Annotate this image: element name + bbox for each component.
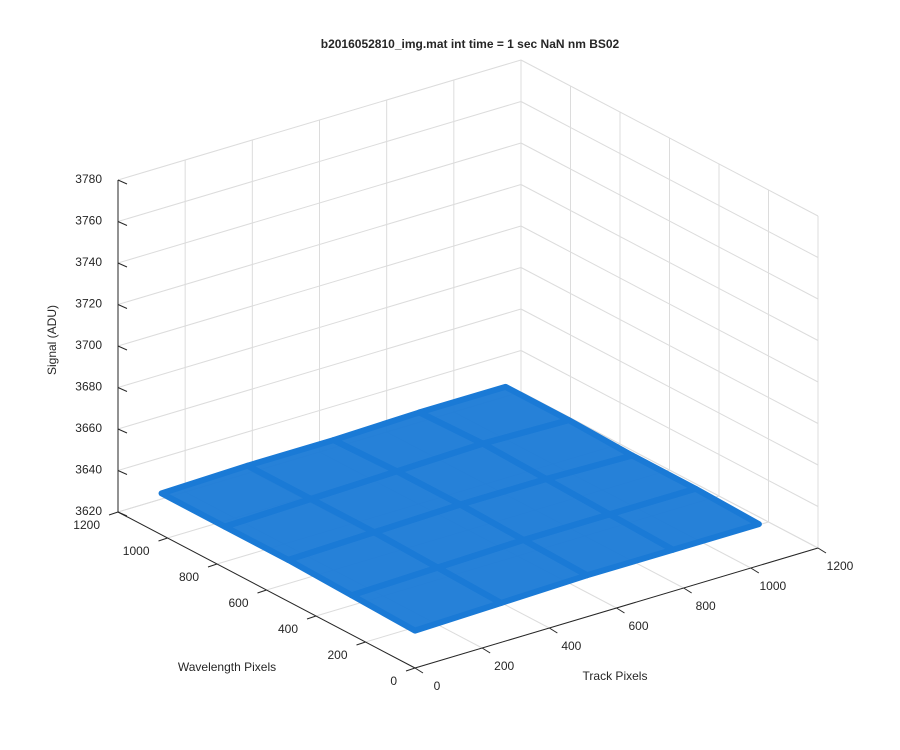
z-tick-label: 3760 (75, 214, 102, 228)
x-tick (616, 607, 625, 614)
z-tick (117, 428, 128, 434)
x-tick-label: 800 (696, 599, 716, 613)
z-tick (117, 511, 128, 517)
y-tick (108, 511, 119, 516)
x-tick-label: 600 (628, 619, 648, 633)
z-tick-label: 3620 (75, 504, 102, 518)
z-tick (117, 387, 128, 392)
y-tick-label: 600 (228, 596, 248, 610)
z-tick (117, 345, 128, 351)
z-tick (117, 262, 128, 268)
x-tick (549, 627, 558, 634)
z-tick-label: 3720 (75, 297, 102, 311)
x-tick (481, 647, 491, 654)
z-tick (117, 304, 128, 309)
z-tick-label: 3640 (75, 463, 102, 477)
y-tick-label: 1200 (73, 518, 100, 532)
y-tick (306, 615, 317, 620)
y-axis-label: Wavelength Pixels (178, 660, 276, 674)
x-axis-label: Track Pixels (583, 669, 648, 683)
z-axis-label: Signal (ADU) (45, 305, 59, 375)
z-tick (117, 179, 128, 185)
x-tick-label: 1000 (759, 579, 786, 593)
surface-patch (348, 564, 504, 634)
y-tick-label: 0 (390, 674, 397, 688)
x-tick-label: 400 (561, 639, 581, 653)
x-tick (750, 567, 760, 574)
y-tick (405, 667, 416, 672)
x-tick (414, 667, 424, 674)
z-tick-label: 3660 (75, 421, 102, 435)
y-tick-label: 200 (327, 648, 347, 662)
y-tick (356, 641, 366, 646)
x-tick-label: 0 (434, 679, 441, 693)
chart-title: b2016052810_img.mat int time = 1 sec NaN… (321, 37, 620, 51)
z-tick-label: 3780 (75, 172, 102, 186)
y-tick (207, 563, 218, 568)
y-tick-label: 800 (179, 570, 199, 584)
y-tick-label: 1000 (123, 544, 150, 558)
x-tick-label: 200 (494, 659, 514, 673)
z-tick-label: 3680 (75, 380, 102, 394)
x-tick (817, 547, 827, 554)
z-tick (117, 221, 128, 226)
y-tick-label: 400 (278, 622, 298, 636)
z-tick-label: 3700 (75, 338, 102, 352)
y-tick (158, 537, 168, 542)
x-tick (683, 587, 692, 594)
y-tick (257, 589, 267, 594)
x-tick-label: 1200 (827, 559, 854, 573)
z-tick-label: 3740 (75, 255, 102, 269)
z-tick (117, 470, 128, 475)
